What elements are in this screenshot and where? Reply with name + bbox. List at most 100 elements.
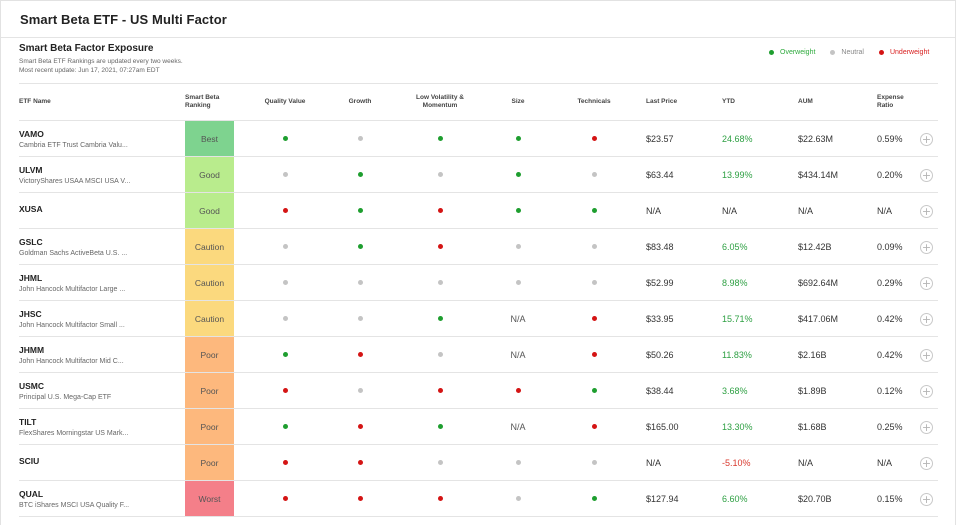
plus-circle-icon[interactable]: + <box>920 205 933 218</box>
size-cell: N/A <box>485 301 551 336</box>
col-size[interactable]: Size <box>511 98 525 105</box>
overweight-dot-icon <box>437 316 443 321</box>
aum-cell: $1.89B <box>798 385 827 396</box>
col-aum[interactable]: AUM <box>798 98 813 105</box>
neutral-dot-icon <box>437 172 443 177</box>
underweight-dot-icon <box>591 424 597 429</box>
expense-ratio-cell: 0.42% <box>877 313 903 324</box>
col-last-price[interactable]: Last Price <box>646 98 678 105</box>
col-smart-beta-ranking[interactable]: Smart Beta Ranking <box>185 84 245 120</box>
etf-cell[interactable]: GSLC Goldman Sachs ActiveBeta U.S. ... <box>19 229 185 264</box>
size-cell <box>485 157 551 192</box>
etf-ticker[interactable]: SCIU <box>19 456 40 466</box>
etf-cell[interactable]: TILT FlexShares Morningstar US Mark... <box>19 409 185 444</box>
col-technicals[interactable]: Technicals <box>577 98 611 105</box>
growth-cell <box>325 229 395 264</box>
col-low-vol-line1: Low Volatility & <box>416 94 464 101</box>
plus-circle-icon[interactable]: + <box>920 349 933 362</box>
table-row[interactable]: ULVM VictoryShares USAA MSCI USA V... Good… <box>19 157 938 193</box>
table-row[interactable]: SCIU Poor N/A -5.10% N/A N/A + <box>19 445 938 481</box>
table-row[interactable]: JHML John Hancock Multifactor Large ... Ca… <box>19 265 938 301</box>
etf-ticker[interactable]: TILT <box>19 416 37 427</box>
etf-cell[interactable]: QUAL BTC iShares MSCI USA Quality F... <box>19 481 185 516</box>
etf-cell[interactable]: JHML John Hancock Multifactor Large ... <box>19 265 185 300</box>
etf-fullname: John Hancock Multifactor Large ... <box>19 285 126 293</box>
etf-ticker[interactable]: GSLC <box>19 236 43 247</box>
table-row[interactable]: TILT FlexShares Morningstar US Mark... Poo… <box>19 409 938 445</box>
etf-cell[interactable]: ULVM VictoryShares USAA MSCI USA V... <box>19 157 185 192</box>
etf-ticker[interactable]: JHSC <box>19 308 42 319</box>
plus-circle-icon[interactable]: + <box>920 493 933 506</box>
last-price-cell: $127.94 <box>646 493 679 504</box>
expense-ratio-cell: 0.09% <box>877 241 903 252</box>
neutral-dot-icon <box>357 388 363 393</box>
col-etf-name[interactable]: ETF Name <box>19 98 51 105</box>
etf-ticker[interactable]: ULVM <box>19 164 43 175</box>
neutral-dot-icon <box>357 280 363 285</box>
etf-cell[interactable]: VAMO Cambria ETF Trust Cambria Valu... <box>19 121 185 156</box>
plus-circle-icon[interactable]: + <box>920 241 933 254</box>
overweight-dot-icon <box>357 208 363 213</box>
plus-circle-icon[interactable]: + <box>920 133 933 146</box>
last-price-cell: $83.48 <box>646 241 674 252</box>
neutral-dot-icon <box>437 460 443 465</box>
legend-neutral-label: Neutral <box>841 49 864 56</box>
table-row[interactable]: XUSA Good N/A N/A N/A N/A + <box>19 193 938 229</box>
plus-circle-icon[interactable]: + <box>920 385 933 398</box>
etf-ticker[interactable]: XUSA <box>19 204 43 214</box>
size-value: N/A <box>510 313 526 324</box>
table-row[interactable]: JHMM John Hancock Multifactor Mid C... Poo… <box>19 337 938 373</box>
col-expense-ratio[interactable]: Expense Ratio <box>877 84 917 120</box>
plus-circle-icon[interactable]: + <box>920 313 933 326</box>
table-row[interactable]: VAMO Cambria ETF Trust Cambria Valu... Bes… <box>19 121 938 157</box>
etf-ticker[interactable]: QUAL <box>19 488 44 499</box>
etf-cell[interactable]: XUSA <box>19 193 185 228</box>
low-volatility-momentum-cell <box>395 373 485 408</box>
underweight-dot-icon <box>282 388 288 393</box>
etf-ticker[interactable]: USMC <box>19 380 45 391</box>
ytd-cell: 15.71% <box>722 313 753 324</box>
ranking-badge: Poor <box>185 373 234 408</box>
neutral-dot-icon <box>282 280 288 285</box>
last-price-cell: $50.26 <box>646 349 674 360</box>
etf-cell[interactable]: JHSC John Hancock Multifactor Small ... <box>19 301 185 336</box>
plus-circle-icon[interactable]: + <box>920 169 933 182</box>
ytd-cell: -5.10% <box>722 457 751 468</box>
overweight-dot-icon <box>515 208 521 213</box>
col-low-volatility-momentum[interactable]: Low Volatility & Momentum <box>395 84 485 120</box>
aum-cell: $12.42B <box>798 241 832 252</box>
table-row[interactable]: GSLC Goldman Sachs ActiveBeta U.S. ... Cau… <box>19 229 938 265</box>
etf-ticker[interactable]: JHML <box>19 272 43 283</box>
technicals-cell <box>551 229 637 264</box>
low-volatility-momentum-cell <box>395 445 485 480</box>
expense-ratio-cell: 0.25% <box>877 421 903 432</box>
neutral-dot-icon <box>357 316 363 321</box>
table-row[interactable]: QUAL BTC iShares MSCI USA Quality F... Wor… <box>19 481 938 517</box>
plus-circle-icon[interactable]: + <box>920 277 933 290</box>
low-volatility-momentum-cell <box>395 481 485 516</box>
etf-ticker[interactable]: JHMM <box>19 344 45 355</box>
underweight-dot-icon <box>515 388 521 393</box>
technicals-cell <box>551 373 637 408</box>
plus-circle-icon[interactable]: + <box>920 421 933 434</box>
last-price-cell: $165.00 <box>646 421 679 432</box>
table-row[interactable]: JHSC John Hancock Multifactor Small ... Ca… <box>19 301 938 337</box>
etf-cell[interactable]: JHMM John Hancock Multifactor Mid C... <box>19 337 185 372</box>
col-growth[interactable]: Growth <box>348 98 372 105</box>
quality-value-cell <box>245 193 325 228</box>
table-row[interactable]: USMC Principal U.S. Mega-Cap ETF Poor $38.4… <box>19 373 938 409</box>
etf-ticker[interactable]: VAMO <box>19 128 44 139</box>
overweight-dot-icon <box>357 244 363 249</box>
overweight-dot-icon <box>591 496 597 501</box>
legend-overweight: Overweight <box>769 49 815 56</box>
etf-cell[interactable]: USMC Principal U.S. Mega-Cap ETF <box>19 373 185 408</box>
etf-cell[interactable]: SCIU <box>19 445 185 480</box>
col-ytd[interactable]: YTD <box>722 98 735 105</box>
technicals-cell <box>551 193 637 228</box>
ranking-badge: Good <box>185 157 234 192</box>
col-quality-value[interactable]: Quality Value <box>264 98 306 105</box>
size-cell <box>485 373 551 408</box>
plus-circle-icon[interactable]: + <box>920 457 933 470</box>
update-frequency-note: Smart Beta ETF Rankings are updated ever… <box>19 58 183 65</box>
